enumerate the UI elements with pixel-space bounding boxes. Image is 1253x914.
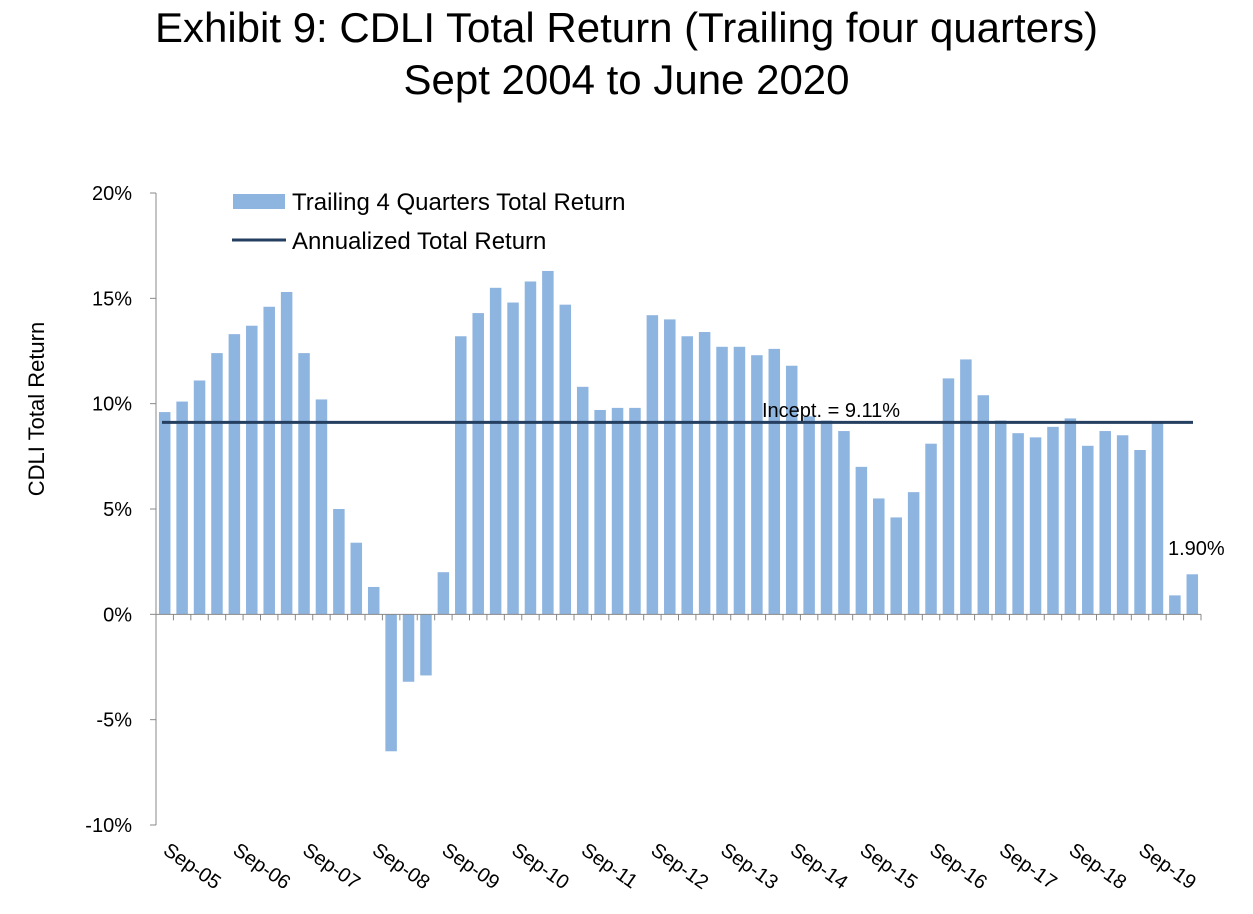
bar (977, 395, 990, 615)
y-tick-label: 0% (103, 604, 132, 626)
bar (994, 420, 1007, 615)
bar (594, 409, 606, 615)
bar (524, 281, 537, 615)
bar (350, 542, 363, 615)
bar (1116, 435, 1129, 615)
bar (1047, 426, 1059, 615)
inception-annotation: Incept. = 9.11% (762, 400, 900, 422)
bar (576, 386, 589, 615)
bar (402, 614, 415, 682)
bar (246, 325, 258, 615)
bar (1169, 595, 1181, 615)
bar (1064, 418, 1077, 615)
x-tick-label: Sep-08 (368, 839, 433, 894)
x-tick-label: Sep-12 (647, 839, 712, 894)
bar (646, 315, 659, 615)
bar (820, 420, 833, 615)
y-tick-label: -10% (85, 815, 132, 837)
bar (855, 466, 868, 615)
bar (716, 346, 728, 615)
bar (785, 365, 798, 615)
x-tick-label: Sep-19 (1134, 839, 1199, 894)
x-tick-label: Sep-10 (507, 839, 572, 894)
bar (942, 378, 955, 615)
bar (472, 313, 484, 615)
bar (733, 346, 746, 615)
x-tick-label: Sep-14 (786, 839, 851, 894)
bar (768, 348, 781, 615)
y-tick-label: 15% (92, 288, 132, 310)
legend-swatch-bar (233, 194, 285, 209)
x-tick-label: Sep-18 (1065, 839, 1130, 894)
legend-label-line: Annualized Total Return (292, 228, 546, 255)
x-tick-label: Sep-06 (229, 839, 294, 894)
x-tick-label: Sep-05 (159, 839, 224, 894)
y-tick-label: 5% (103, 499, 132, 521)
bar (1082, 445, 1094, 615)
bar (298, 353, 310, 615)
bar (925, 443, 937, 615)
bar (367, 586, 380, 615)
bar (803, 416, 815, 615)
bar (1029, 437, 1042, 615)
bar (507, 302, 519, 615)
bar (1186, 574, 1199, 615)
last-value-label: 1.90% (1168, 538, 1225, 560)
x-tick-label: Sep-16 (925, 839, 990, 894)
bar (629, 407, 641, 615)
bar (455, 336, 467, 615)
bar (228, 334, 241, 615)
bar (1012, 433, 1024, 615)
bar (698, 332, 711, 615)
x-tick-label: Sep-07 (298, 839, 363, 894)
y-tick-label: 20% (92, 183, 132, 205)
x-tick-label: Sep-09 (438, 839, 503, 894)
y-tick-label: 10% (92, 394, 132, 416)
bar (420, 614, 432, 676)
bar (193, 380, 206, 615)
bar (907, 492, 920, 615)
bar (1099, 431, 1111, 615)
bar (211, 353, 223, 615)
bar (611, 407, 624, 615)
bar (158, 412, 171, 615)
bar (437, 572, 450, 615)
x-tick-label: Sep-15 (856, 839, 921, 894)
bar (1151, 422, 1164, 615)
x-tick-label: Sep-11 (577, 839, 641, 893)
bar (751, 355, 763, 615)
chart-title: Exhibit 9: CDLI Total Return (Trailing f… (154, 4, 1099, 51)
legend-label-bar: Trailing 4 Quarters Total Return (292, 189, 625, 216)
bar (664, 319, 676, 615)
bar (176, 401, 188, 615)
bar (542, 270, 554, 615)
bar (333, 509, 345, 615)
bar (559, 304, 572, 615)
bar (1134, 450, 1146, 615)
bar (960, 359, 972, 615)
bar (280, 292, 293, 615)
bar (890, 517, 902, 615)
bar (873, 498, 885, 615)
chart-subtitle: Sept 2004 to June 2020 (403, 56, 850, 103)
bar (385, 614, 397, 752)
bar (263, 306, 275, 615)
bar (681, 336, 693, 615)
x-tick-label: Sep-17 (995, 839, 1060, 894)
y-tick-label: -5% (96, 710, 132, 732)
bar (315, 399, 328, 615)
bar (838, 431, 850, 615)
x-tick-label: Sep-13 (716, 839, 781, 894)
y-axis-title: CDLI Total Return (24, 322, 49, 496)
bar (489, 287, 502, 615)
